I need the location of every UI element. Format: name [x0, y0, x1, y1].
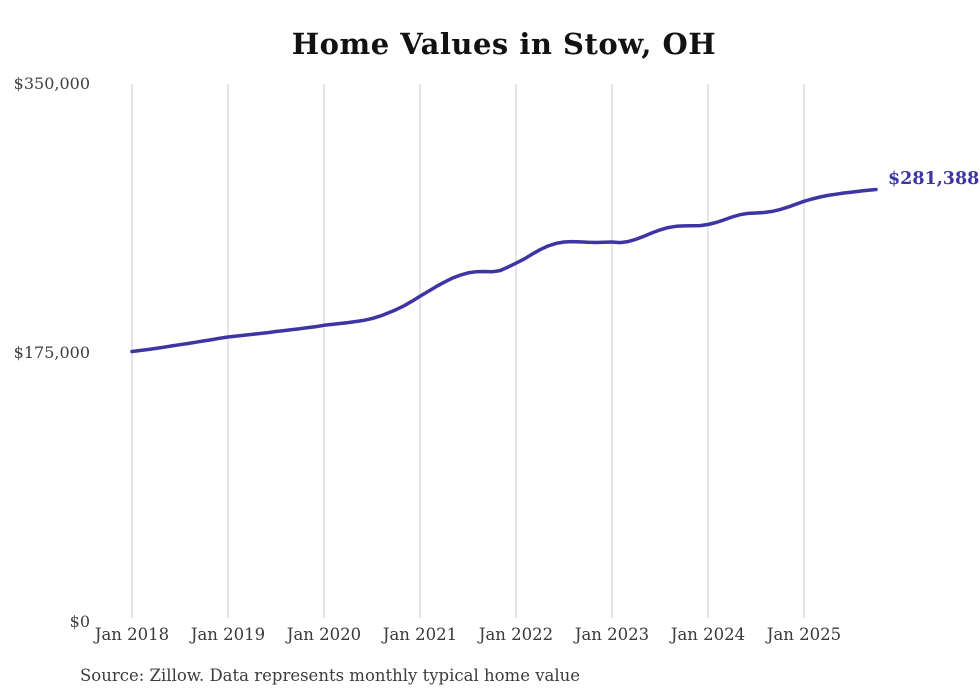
x-tick-label: Jan 2018 — [94, 625, 170, 644]
x-tick-label: Jan 2021 — [382, 625, 458, 644]
y-tick-175000: $175,000 — [13, 343, 90, 362]
x-tick-label: Jan 2025 — [766, 625, 842, 644]
gridlines — [131, 84, 805, 618]
x-tick-label: Jan 2023 — [574, 625, 650, 644]
x-tick-label: Jan 2019 — [190, 625, 266, 644]
chart-title: Home Values in Stow, OH — [291, 27, 717, 61]
x-tick-label: Jan 2024 — [670, 625, 746, 644]
y-tick-350000: $350,000 — [13, 74, 90, 93]
end-value-label: $281,388 — [888, 169, 980, 190]
x-tick-label: Jan 2022 — [478, 625, 554, 644]
home-value-line — [130, 187, 878, 354]
x-tick-label: Jan 2020 — [286, 625, 362, 644]
source-note: Source: Zillow. Data represents monthly … — [80, 666, 581, 685]
y-tick-0: $0 — [69, 612, 90, 631]
